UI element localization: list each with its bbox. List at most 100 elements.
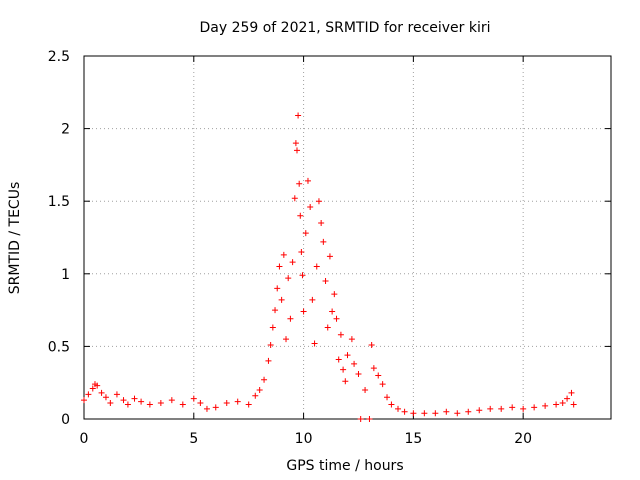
data-point — [570, 401, 577, 408]
data-point — [357, 416, 364, 422]
grid-lines — [84, 56, 611, 419]
data-point — [256, 386, 263, 393]
data-point — [454, 410, 461, 417]
data-point — [331, 291, 338, 298]
data-point — [197, 400, 204, 407]
data-point — [329, 308, 336, 315]
data-point — [274, 285, 281, 292]
data-point — [113, 391, 120, 398]
y-tick-label: 0 — [61, 412, 70, 428]
data-point — [348, 336, 355, 343]
data-point — [342, 378, 349, 385]
x-tick-label: 10 — [295, 431, 313, 447]
data-point — [324, 324, 331, 331]
data-point — [234, 398, 241, 405]
data-point — [443, 408, 450, 415]
data-point — [366, 416, 373, 422]
data-point — [531, 404, 538, 411]
data-point — [157, 400, 164, 407]
plot-frame — [83, 55, 612, 420]
data-series-srmtid — [81, 112, 577, 422]
data-point — [252, 392, 259, 399]
data-point — [311, 340, 318, 347]
data-point — [276, 263, 283, 270]
data-point — [370, 365, 377, 372]
data-point — [362, 386, 369, 393]
data-point — [304, 177, 311, 184]
data-point — [421, 410, 428, 417]
data-point — [296, 180, 303, 187]
data-point — [300, 308, 307, 315]
data-point — [265, 357, 272, 364]
y-tick-label: 2.5 — [48, 49, 70, 65]
data-point — [302, 230, 309, 237]
data-point — [280, 251, 287, 258]
data-point — [81, 397, 87, 404]
data-point — [320, 238, 327, 245]
y-axis-label: SRMTID / TECUs — [7, 182, 23, 295]
data-point — [98, 389, 105, 396]
data-point — [146, 401, 153, 408]
data-point — [384, 394, 391, 401]
data-point — [120, 397, 127, 404]
data-point — [315, 198, 322, 205]
data-point — [465, 408, 472, 415]
data-point — [292, 140, 299, 147]
data-point — [298, 249, 305, 256]
y-tick-label: 1 — [61, 267, 70, 283]
data-point — [368, 341, 375, 348]
y-tick-label: 0.5 — [48, 339, 70, 355]
data-point — [476, 407, 483, 414]
x-tick-label: 20 — [514, 431, 532, 447]
data-point — [295, 112, 302, 119]
data-point — [89, 385, 96, 392]
data-point — [318, 219, 325, 226]
data-point — [179, 401, 186, 408]
data-point — [85, 391, 92, 398]
data-point — [333, 315, 340, 322]
data-point — [291, 195, 298, 202]
data-point — [287, 315, 294, 322]
data-point — [138, 398, 145, 405]
data-point — [269, 324, 276, 331]
data-point — [340, 366, 347, 373]
data-point — [168, 397, 175, 404]
data-point — [337, 331, 344, 338]
data-point — [307, 204, 314, 211]
y-tick-label: 1.5 — [48, 194, 70, 210]
data-point — [559, 400, 566, 407]
data-point — [395, 405, 402, 412]
x-tick-labels: 0 5 10 15 20 — [80, 431, 533, 447]
data-point — [131, 395, 138, 402]
data-point — [297, 212, 304, 219]
data-point — [351, 360, 358, 367]
x-tick-label: 5 — [189, 431, 198, 447]
data-point — [261, 376, 268, 383]
x-tick-label: 0 — [80, 431, 89, 447]
data-point — [520, 405, 527, 412]
data-point — [94, 382, 101, 389]
x-axis-label: GPS time / hours — [286, 458, 403, 474]
data-point — [335, 356, 342, 363]
data-point — [190, 395, 197, 402]
data-point — [401, 408, 408, 415]
data-point — [375, 372, 382, 379]
data-point — [344, 352, 351, 359]
data-point — [212, 404, 219, 411]
data-point — [267, 341, 274, 348]
data-point — [355, 370, 362, 377]
data-point — [509, 404, 516, 411]
data-point — [299, 272, 306, 279]
data-point — [293, 147, 300, 154]
data-point — [568, 389, 575, 396]
data-point — [379, 381, 386, 388]
data-point — [283, 336, 290, 343]
data-point — [498, 405, 505, 412]
y-tick-labels: 0 0.5 1 1.5 2 2.5 — [48, 49, 70, 428]
data-point — [272, 307, 279, 314]
data-point — [326, 253, 333, 260]
data-point — [388, 401, 395, 408]
data-point — [289, 259, 296, 266]
chart-title: Day 259 of 2021, SRMTID for receiver kir… — [199, 20, 490, 36]
